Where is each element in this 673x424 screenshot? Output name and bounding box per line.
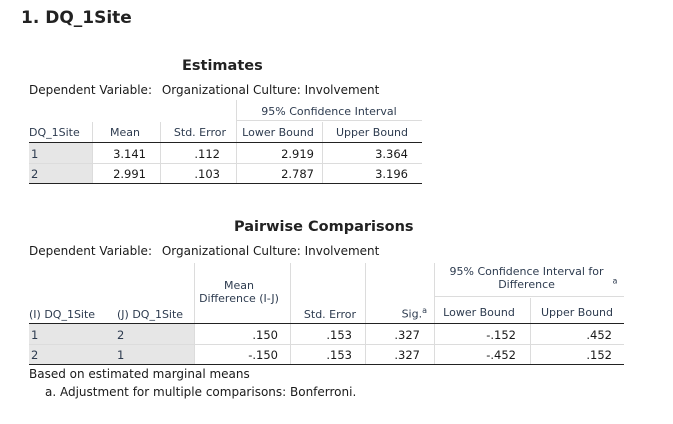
footnote-marginal-means: Based on estimated marginal means	[29, 367, 250, 381]
row-lower-bound: 2.919	[281, 147, 314, 161]
row-lower-bound: -.452	[486, 348, 516, 362]
col-header-upper-bound: Upper Bound	[540, 306, 613, 319]
row-mean: 2.991	[113, 167, 146, 181]
col-header-sig: Sig.a	[365, 306, 427, 321]
col-header-site: DQ_1Site	[29, 126, 80, 139]
col-header-lower-bound: Lower Bound	[242, 126, 314, 139]
row-site: 2	[31, 167, 39, 181]
dependent-variable-value: Organizational Culture: Involvement	[161, 244, 380, 258]
pairwise-ci-header: 95% Confidence Interval for Difference a	[434, 265, 624, 291]
row-std-error: .103	[194, 167, 220, 181]
pairwise-ci-header-text: 95% Confidence Interval for Difference	[449, 265, 604, 291]
col-header-mean: Mean	[110, 126, 140, 139]
row-upper-bound: 3.196	[375, 167, 408, 181]
row-i-site: 2	[31, 348, 39, 362]
sig-footnote-marker: a	[422, 306, 427, 315]
row-upper-bound: .152	[586, 348, 612, 362]
row-j-site: 1	[117, 348, 125, 362]
col-header-upper-bound: Upper Bound	[335, 126, 408, 139]
col-header-lower-bound: Lower Bound	[443, 306, 515, 319]
ci-footnote-marker: a	[612, 276, 618, 286]
row-lower-bound: -.152	[486, 328, 516, 342]
row-i-site: 1	[31, 328, 39, 342]
row-upper-bound: 3.364	[375, 147, 408, 161]
footnote-bonferroni: a. Adjustment for multiple comparisons: …	[45, 385, 357, 399]
dependent-variable-label: Dependent Variable:	[29, 83, 152, 97]
row-sig: .327	[394, 328, 420, 342]
section-title: 1. DQ_1Site	[21, 8, 132, 28]
row-std-error: .153	[326, 348, 352, 362]
row-site: 1	[31, 147, 39, 161]
row-std-error: .153	[326, 328, 352, 342]
row-mean-difference: .150	[252, 328, 278, 342]
dependent-variable-label: Dependent Variable:	[29, 244, 152, 258]
col-header-std-error: Std. Error	[173, 126, 226, 139]
col-header-std-error: Std. Error	[303, 308, 356, 321]
row-sig: .327	[394, 348, 420, 362]
col-header-i-site: (I) DQ_1Site	[29, 308, 96, 321]
estimates-dependent-variable: Dependent Variable: Organizational Cultu…	[29, 83, 379, 97]
pairwise-dependent-variable: Dependent Variable: Organizational Cultu…	[29, 244, 379, 258]
row-mean-difference: -.150	[248, 348, 278, 362]
dependent-variable-value: Organizational Culture: Involvement	[161, 83, 380, 97]
row-upper-bound: .452	[586, 328, 612, 342]
row-std-error: .112	[194, 147, 220, 161]
row-j-site: 2	[117, 328, 125, 342]
pairwise-title: Pairwise Comparisons	[234, 219, 414, 235]
col-header-sig-text: Sig.	[401, 307, 423, 321]
estimates-ci-header: 95% Confidence Interval	[261, 105, 397, 118]
col-header-mean-difference: Mean Difference (I-J)	[199, 279, 279, 305]
col-header-j-site: (J) DQ_1Site	[117, 308, 184, 321]
estimates-title: Estimates	[182, 58, 263, 74]
row-mean: 3.141	[113, 147, 146, 161]
row-lower-bound: 2.787	[281, 167, 314, 181]
